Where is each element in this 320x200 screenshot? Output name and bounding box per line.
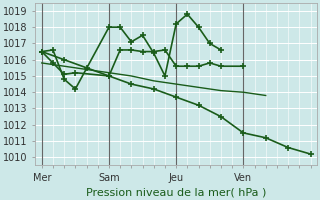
X-axis label: Pression niveau de la mer( hPa ): Pression niveau de la mer( hPa ) — [86, 187, 266, 197]
